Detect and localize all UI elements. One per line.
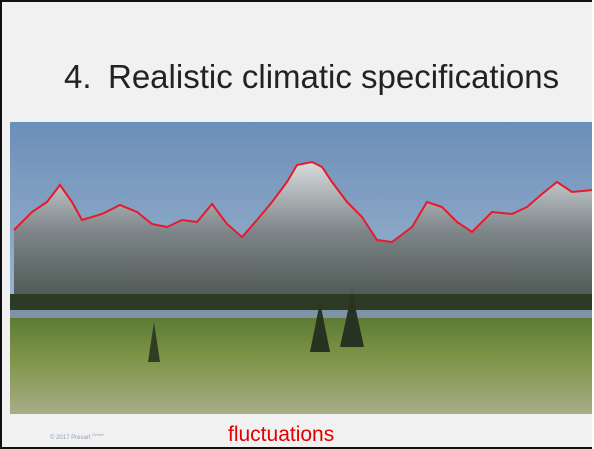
title-text: Realistic climatic specifications xyxy=(108,58,560,95)
copyright: © 2017 Prevart GmbH xyxy=(50,432,104,441)
mountain-photo xyxy=(10,122,592,414)
caption: fluctuations xyxy=(228,423,335,446)
copyright-suffix: GmbH xyxy=(92,432,104,437)
copyright-text: © 2017 Prevart xyxy=(50,435,91,441)
slide-title: 4. Realistic climatic specifications xyxy=(64,58,559,96)
list-number: 4. xyxy=(64,58,92,95)
